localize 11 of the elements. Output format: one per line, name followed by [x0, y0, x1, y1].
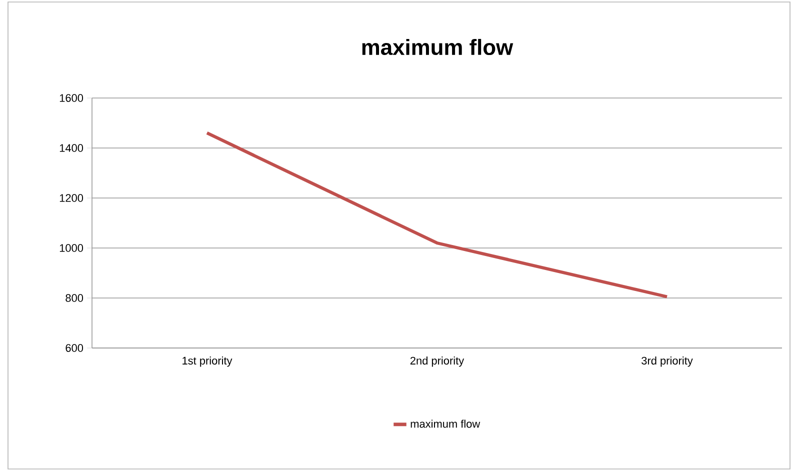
x-tick-label: 3rd priority — [642, 356, 693, 367]
y-tick-label: 600 — [66, 344, 84, 352]
y-tick-label: 1000 — [60, 244, 84, 252]
y-tick-label: 1400 — [60, 144, 84, 152]
x-tick-label: 2nd priority — [410, 356, 464, 367]
y-tick-label: 1200 — [60, 194, 84, 202]
legend-label: maximum flow — [410, 420, 480, 428]
x-tick-label: 1st priority — [182, 356, 232, 367]
y-tick-label: 1600 — [60, 94, 84, 102]
y-tick-label: 800 — [66, 294, 84, 302]
chart-title: maximum flow — [362, 38, 514, 56]
